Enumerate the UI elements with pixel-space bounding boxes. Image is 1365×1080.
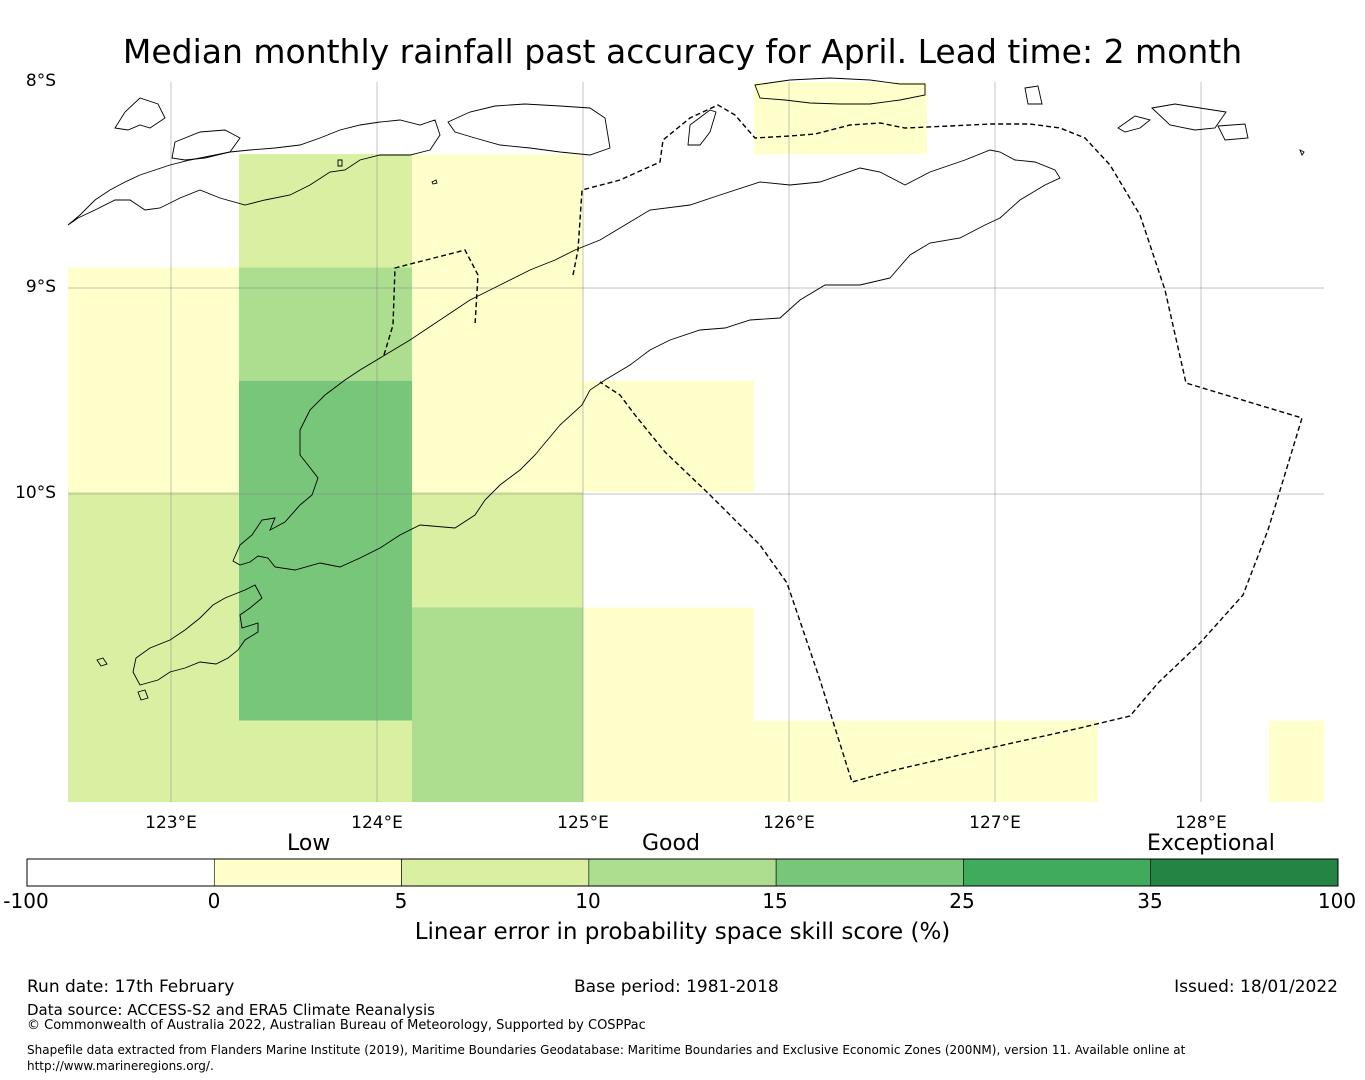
small-island-4 (431, 179, 438, 185)
colorbar-bin (401, 858, 590, 887)
kisar-coastline (1024, 85, 1043, 105)
leti-coastline (1117, 115, 1151, 133)
atauro-coastline (687, 109, 717, 146)
lat-label-8s: 8°S (25, 71, 56, 91)
lakor-coastline (1217, 123, 1249, 141)
colorbar-bin (26, 858, 215, 887)
skill-cell-good_lower (238, 720, 413, 802)
timor-coastline (232, 149, 1061, 571)
colorbar-tick: -100 (3, 889, 49, 913)
skill-cell-low (753, 82, 928, 155)
colorbar-title: Linear error in probability space skill … (414, 919, 951, 945)
colorbar (26, 858, 1339, 887)
lat-label-9s: 9°S (25, 277, 56, 297)
skill-cell-low (68, 267, 239, 492)
colorbar-tick: 10 (575, 889, 601, 913)
skill-cell-low (753, 720, 1098, 802)
skill-cell-low (583, 607, 754, 802)
small-island-2 (137, 689, 149, 701)
skill-cell-low (1268, 720, 1324, 802)
timor-leste-eez-boundary (572, 104, 1303, 783)
colorbar-frame (26, 858, 1339, 887)
colorbar-bin (1150, 858, 1339, 887)
skill-cell-low (583, 380, 754, 492)
alor-coastline (447, 103, 611, 156)
moa-coastline (1151, 103, 1227, 131)
colorbar-bin (588, 858, 777, 887)
rote-island-coastline (132, 584, 263, 686)
map-title: Median monthly rainfall past accuracy fo… (122, 32, 1243, 71)
lon-label-128e: 128°E (1175, 813, 1227, 833)
colorbar-tick: 0 (207, 889, 221, 913)
flores-coastline (67, 119, 441, 226)
skill-grid-cells (68, 82, 1324, 802)
adonara-coastline (114, 97, 166, 131)
wetar-coastline (754, 77, 926, 105)
base-period: Base period: 1981-2018 (574, 977, 779, 997)
colorbar-bin (775, 858, 964, 887)
skill-cell-good (412, 607, 583, 802)
lon-label-123e: 123°E (145, 813, 197, 833)
oecusse-boundary (383, 249, 479, 356)
lat-label-10s: 10°S (15, 483, 56, 503)
colorbar-tick: 35 (1137, 889, 1163, 913)
lon-label-127e: 127°E (969, 813, 1021, 833)
legend-exceptional-label: Exceptional (1147, 831, 1275, 856)
small-island-3 (1299, 149, 1305, 156)
legend-low-label: Low (287, 831, 331, 856)
run-date: Run date: 17th February (27, 977, 235, 997)
colorbar-tick: 100 (1317, 889, 1357, 913)
eez-boundaries (383, 104, 1303, 783)
colorbar-bin (963, 858, 1152, 887)
colorbar-tick: 25 (949, 889, 975, 913)
skill-cell-good_lower (412, 491, 583, 608)
small-island-5 (337, 159, 343, 167)
shapefile-credit: Shapefile data extracted from Flanders M… (27, 1043, 1186, 1073)
small-island-1 (96, 657, 108, 667)
lon-label-125e: 125°E (557, 813, 609, 833)
colorbar-tick: 5 (394, 889, 408, 913)
skill-cell-low (412, 154, 583, 492)
lon-label-124e: 124°E (351, 813, 403, 833)
lon-label-126e: 126°E (763, 813, 815, 833)
lembata-coastline (171, 129, 241, 161)
skill-cell-good_upper (238, 380, 413, 721)
skill-cell-good_lower (238, 154, 413, 268)
graticule (68, 82, 1324, 802)
legend-good-label: Good (642, 831, 700, 856)
data-source: Data source: ACCESS-S2 and ERA5 Climate … (27, 1001, 435, 1019)
skill-cell-good (238, 267, 413, 381)
colorbar-bin (213, 858, 402, 887)
colorbar-tick: 15 (762, 889, 788, 913)
coastlines (67, 77, 1305, 701)
issued-date: Issued: 18/01/2022 (1174, 977, 1338, 997)
copyright-notice: © Commonwealth of Australia 2022, Austra… (27, 1018, 646, 1033)
